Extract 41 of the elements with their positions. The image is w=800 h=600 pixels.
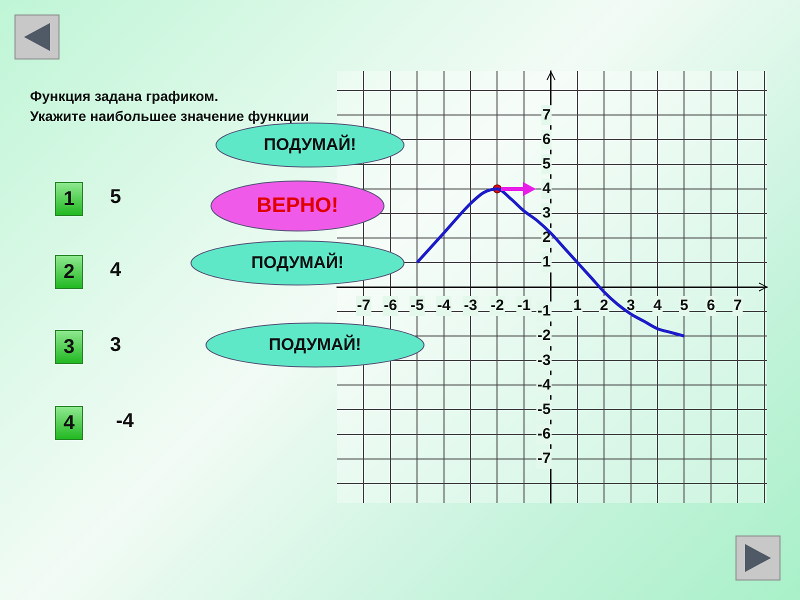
- y-tick-label: 3: [542, 204, 551, 222]
- annotation: ПОДУМАЙ!: [264, 135, 356, 155]
- x-tick-label: -6: [384, 297, 398, 314]
- y-tick-label: 5: [542, 155, 551, 172]
- x-tick-label: 2: [600, 297, 608, 314]
- text: 4: [55, 406, 83, 440]
- text: Укажите наибольшее значение функции: [30, 108, 310, 124]
- y-tick-label: 1: [542, 254, 551, 271]
- x-tick-label: 7: [733, 297, 742, 314]
- y-tick-label: -3: [537, 352, 551, 369]
- y-tick-label: -5: [537, 400, 551, 418]
- text: 2: [55, 255, 83, 289]
- y-tick-label: -4: [537, 376, 552, 394]
- y-tick-label: 2: [542, 229, 551, 246]
- x-tick-label: -3: [464, 297, 478, 314]
- x-tick-label: 5: [680, 297, 688, 314]
- x-tick-label: -5: [410, 297, 424, 314]
- x-tick-label: 3: [626, 297, 635, 314]
- y-tick-label: 7: [542, 106, 551, 124]
- text: 1: [55, 182, 83, 216]
- text: -4: [116, 410, 134, 433]
- x-tick-label: -4: [437, 297, 452, 314]
- text: 3: [110, 334, 122, 357]
- text: 5: [110, 186, 122, 209]
- text: Функция задана графиком.: [30, 88, 218, 104]
- y-tick-label: 4: [542, 180, 552, 197]
- annotation: ПОДУМАЙ!: [251, 253, 344, 273]
- x-tick-label: -1: [517, 297, 531, 314]
- x-tick-label: 6: [706, 297, 716, 314]
- x-tick-label: 1: [573, 297, 582, 314]
- text: 3: [55, 330, 83, 364]
- x-tick-label: -2: [490, 297, 504, 314]
- annotation: ПОДУМАЙ!: [268, 335, 362, 355]
- y-tick-label: 6: [542, 130, 551, 148]
- annotation: ВЕРНО!: [256, 194, 338, 218]
- text: 4: [110, 259, 122, 282]
- y-tick-label: -2: [537, 327, 551, 344]
- x-tick-label: -7: [357, 297, 370, 314]
- y-tick-label: -6: [537, 425, 551, 442]
- x-tick-label: 4: [653, 297, 662, 314]
- y-tick-label: -7: [537, 450, 551, 467]
